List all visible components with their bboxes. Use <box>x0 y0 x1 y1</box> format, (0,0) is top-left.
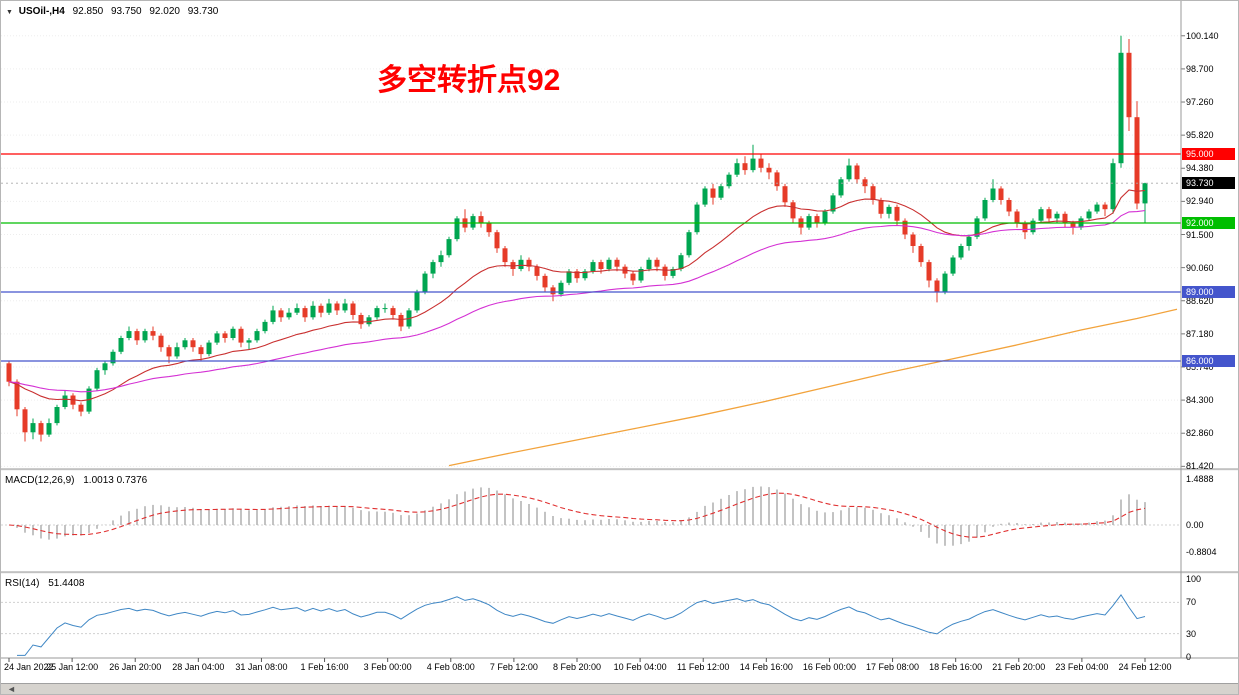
time-axis-label: 10 Feb 04:00 <box>613 662 667 672</box>
price-line-badge: 95.000 <box>1182 148 1235 160</box>
time-axis-label: 17 Feb 08:00 <box>866 662 920 672</box>
collapse-arrow-icon[interactable]: ▼ <box>6 9 13 16</box>
price-axis-tick: 84.300 <box>1186 395 1214 406</box>
time-axis-label: 4 Feb 08:00 <box>426 662 475 672</box>
ohlc-open-value: 92.850 <box>72 6 104 17</box>
time-axis-label: 28 Jan 04:00 <box>172 662 225 672</box>
rsi-axis-tick: 0 <box>1186 652 1192 662</box>
price-axis-tick: 98.700 <box>1186 63 1214 74</box>
time-axis-label: 31 Jan 08:00 <box>235 662 288 672</box>
price-line-badge: 86.000 <box>1182 355 1235 367</box>
price-axis-tick: 91.500 <box>1186 229 1214 240</box>
macd-values: 1.0013 0.7376 <box>83 475 148 486</box>
rsi-axis-tick: 30 <box>1186 628 1197 639</box>
current-price-badge: 93.730 <box>1182 177 1235 190</box>
price-axis-tick: 81.420 <box>1186 461 1214 472</box>
time-axis-label: 3 Feb 00:00 <box>363 662 412 672</box>
time-axis-label: 7 Feb 12:00 <box>489 662 538 672</box>
time-axis-label: 1 Feb 16:00 <box>300 662 349 672</box>
chart-annotation-text[interactable]: 多空转折点92 <box>377 64 561 97</box>
price-axis-tick: 94.380 <box>1186 163 1214 174</box>
macd-signal-line <box>8 492 1146 538</box>
time-axis-label: 16 Feb 00:00 <box>802 662 856 672</box>
rsi-axis-tick: 70 <box>1186 597 1197 608</box>
macd-axis-tick: -0.8804 <box>1186 547 1217 558</box>
time-axis-label: 23 Feb 04:00 <box>1055 662 1109 672</box>
time-axis-label: 26 Jan 20:00 <box>109 662 162 672</box>
time-axis-label: 24 Jan 2022 <box>4 662 54 672</box>
price-gridlines <box>1 35 1181 467</box>
time-axis-label: 21 Feb 20:00 <box>992 662 1046 672</box>
price-axis-tick: 82.860 <box>1186 428 1214 439</box>
price-axis-tick: 87.180 <box>1186 328 1214 339</box>
ma-slow-line <box>448 308 1178 467</box>
price-axis-tick: 90.060 <box>1186 262 1214 273</box>
macd-axis-tick: 0.00 <box>1186 520 1204 530</box>
macd-label: MACD(12,26,9) <box>5 475 75 486</box>
rsi-label: RSI(14) <box>5 578 40 589</box>
chart-symbol-ohlc-header: ▼ USOil-,H4 92.850 93.750 92.020 93.730 <box>6 6 218 17</box>
price-line-badge: 92.000 <box>1182 217 1235 229</box>
price-axis-tick: 92.940 <box>1186 196 1214 207</box>
ohlc-close-value: 93.730 <box>187 6 219 17</box>
rsi-value: 51.4408 <box>48 578 85 589</box>
time-axis-label: 25 Jan 12:00 <box>46 662 99 672</box>
symbol-timeframe-label: USOil-,H4 <box>18 6 65 17</box>
price-axis-tick: 95.820 <box>1186 130 1214 141</box>
horizontal-scrollbar[interactable]: ◄ <box>1 683 1238 694</box>
price-line-badge: 89.000 <box>1182 286 1235 298</box>
scroll-left-icon[interactable]: ◄ <box>7 684 16 694</box>
macd-histogram <box>16 486 1146 546</box>
price-axis-tick: 97.260 <box>1186 97 1214 108</box>
rsi-indicator-header: RSI(14) 51.4408 <box>5 578 84 589</box>
ohlc-low-value: 92.020 <box>149 6 180 17</box>
time-axis-label: 18 Feb 16:00 <box>929 662 983 672</box>
rsi-axis-tick: 100 <box>1186 574 1202 584</box>
macd-indicator-header: MACD(12,26,9) 1.0013 0.7376 <box>5 475 147 486</box>
ohlc-high-value: 93.750 <box>111 6 142 17</box>
price-axis-tick: 100.140 <box>1186 30 1219 41</box>
price-axis-tick: 88.620 <box>1186 295 1214 306</box>
candlestick-series[interactable] <box>6 35 1148 442</box>
time-axis-label: 14 Feb 16:00 <box>739 662 793 672</box>
time-axis-label: 8 Feb 20:00 <box>552 662 602 672</box>
ma-mid-line <box>8 209 1146 393</box>
time-axis-label: 24 Feb 12:00 <box>1118 662 1172 672</box>
time-axis-label: 11 Feb 12:00 <box>677 662 730 672</box>
macd-axis-tick: 1.4888 <box>1186 474 1214 485</box>
rsi-line <box>17 594 1146 656</box>
